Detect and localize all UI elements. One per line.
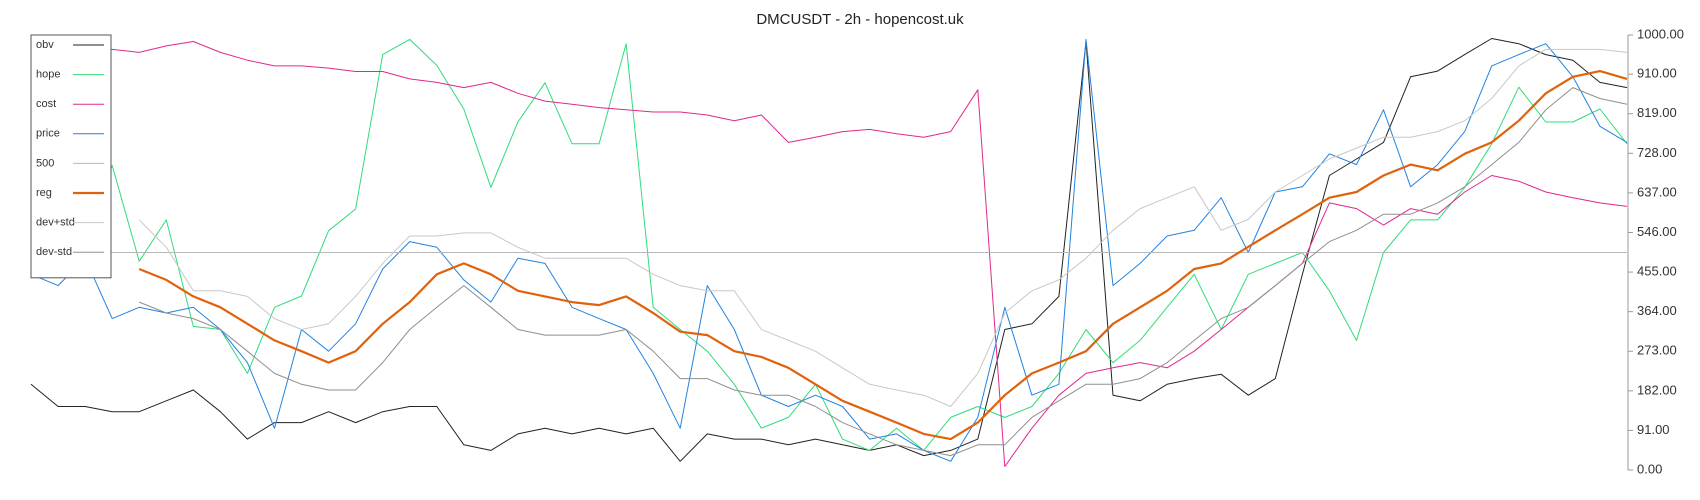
chart-title: DMCUSDT - 2h - hopencost.uk [756,11,964,28]
y-tick-label: 455.00 [1637,264,1677,279]
legend-label: hope [36,69,60,81]
y-tick-label: 364.00 [1637,303,1677,318]
series-line [138,48,1628,407]
y-tick-label: 637.00 [1637,184,1677,199]
series-line [30,38,1628,451]
legend: obv hope cost price 500 reg dev+std dev-std [30,34,112,279]
series-line [30,38,1628,462]
y-tick-label: 728.00 [1637,145,1677,160]
legend-label: dev-std [36,246,72,258]
legend-label: reg [36,187,52,199]
series-line [30,38,1628,462]
series-line [85,41,1628,467]
legend-label: obv [36,39,54,51]
y-tick-label: 910.00 [1637,66,1677,81]
legend-label: price [36,128,60,140]
y-tick-label: 273.00 [1637,343,1677,358]
y-tick-label: 1000.00 [1637,26,1684,41]
y-tick-label: 546.00 [1637,224,1677,239]
series-line [139,87,1628,457]
legend-label: cost [36,98,56,110]
y-tick-label: 0.00 [1637,461,1662,476]
series-line [138,70,1628,441]
y-tick-label: 819.00 [1637,105,1677,120]
y-tick-label: 91.00 [1637,422,1670,437]
legend-box [30,34,112,279]
y-tick-label: 182.00 [1637,382,1677,397]
legend-label: dev+std [36,217,75,229]
legend-label: 500 [36,157,54,169]
